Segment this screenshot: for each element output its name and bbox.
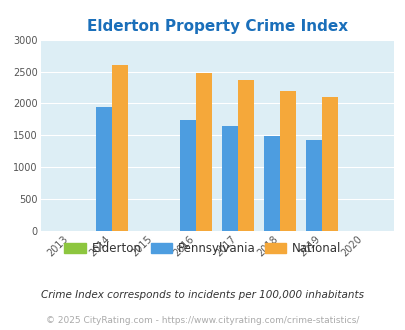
Bar (238, 81, 254, 231)
Bar (180, 120, 196, 231)
Bar (306, 140, 322, 231)
Legend: Elderton, Pennsylvania, National: Elderton, Pennsylvania, National (60, 237, 345, 260)
Bar (96, 107, 112, 231)
Text: © 2025 CityRating.com - https://www.cityrating.com/crime-statistics/: © 2025 CityRating.com - https://www.city… (46, 315, 359, 325)
Bar (322, 97, 337, 231)
Bar (112, 65, 128, 231)
Bar (222, 126, 238, 231)
Title: Elderton Property Crime Index: Elderton Property Crime Index (86, 19, 347, 34)
Bar (264, 136, 279, 231)
Bar (196, 73, 212, 231)
Bar (279, 91, 296, 231)
Text: Crime Index corresponds to incidents per 100,000 inhabitants: Crime Index corresponds to incidents per… (41, 290, 364, 300)
